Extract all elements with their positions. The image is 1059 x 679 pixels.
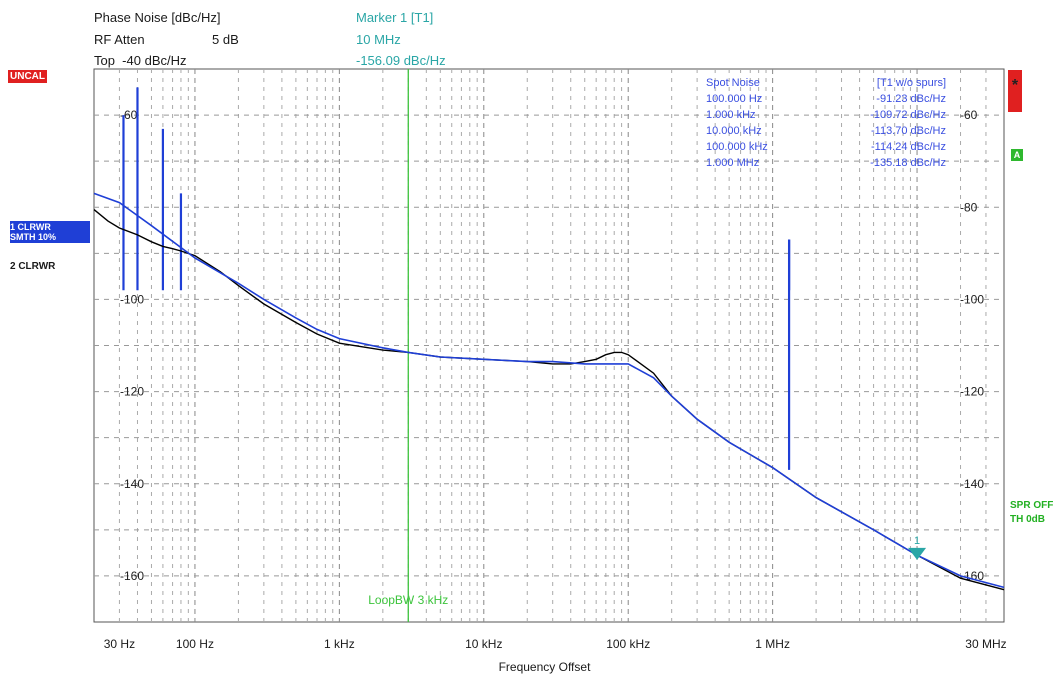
trace-raw	[93, 209, 1005, 591]
spot-noise-value: -135.18 dBc/Hz	[870, 157, 946, 169]
spr-off-flag: SPR OFF	[1010, 500, 1054, 511]
x-tick-label: 30 Hz	[103, 637, 136, 651]
spot-noise-frequency: 1.000 MHz	[706, 157, 759, 169]
marker-number: 1	[914, 535, 920, 547]
trace2-mode: 2 CLRWR	[10, 261, 56, 272]
spot-noise-value: -114.24 dBc/Hz	[871, 141, 946, 153]
star-icon: *	[1011, 77, 1019, 94]
spot-noise-value: -109.72 dBc/Hz	[870, 109, 946, 121]
x-tick-label: 1 kHz	[324, 637, 355, 651]
loop-bw-label: LoopBW 3 kHz	[368, 593, 448, 607]
measure-label: Phase Noise [dBc/Hz]	[94, 10, 221, 25]
uncal-badge: UNCAL	[8, 70, 47, 83]
a-badge-label: A	[1013, 150, 1021, 160]
y-tick-label-right: -60	[960, 108, 978, 122]
trace1-mode: 1 CLRWR	[10, 222, 51, 232]
spot-noise-header-spurs: [T1 w/o spurs]	[877, 77, 946, 89]
y-tick-label-right: -140	[960, 477, 984, 491]
x-tick-label: 100 kHz	[606, 637, 651, 651]
top-ref-label: Top -40 dBc/Hz	[94, 53, 187, 68]
marker-label: Marker 1 [T1]	[356, 10, 434, 25]
x-axis-title: Frequency Offset	[498, 660, 591, 674]
spot-noise-value: -91.23 dBc/Hz	[876, 93, 946, 105]
x-tick-label: 30 MHz	[965, 637, 1007, 651]
rf-atten-value: 5 dB	[212, 32, 239, 47]
trace1-smoothing: SMTH 10%	[10, 232, 57, 242]
y-tick-label-left: -140	[120, 477, 144, 491]
spot-noise-frequency: 10.000 kHz	[706, 125, 762, 137]
a-badge: A	[1011, 149, 1023, 161]
spot-noise-value: -113.70 dBc/Hz	[871, 125, 946, 137]
y-tick-label-right: -80	[960, 200, 978, 214]
x-tick-label: 10 kHz	[465, 637, 503, 651]
spot-noise-header: Spot Noise	[706, 77, 760, 89]
trace1-badge: 1 CLRWR SMTH 10%	[10, 221, 90, 243]
marker-triangle	[908, 547, 927, 560]
spot-noise-frequency: 1.000 kHz	[706, 109, 756, 121]
x-tick-label: 100 Hz	[175, 637, 214, 651]
marker-frequency: 10 MHz	[356, 32, 401, 47]
x-tick-label: 1 MHz	[755, 637, 790, 651]
spot-noise-frequency: 100.000 Hz	[706, 93, 762, 105]
star-badge: *	[1008, 70, 1022, 112]
y-tick-label-left: -100	[120, 292, 144, 306]
rf-atten-label: RF Atten	[94, 32, 145, 47]
y-tick-label-right: -100	[960, 292, 984, 306]
y-tick-label-left: -120	[120, 385, 144, 399]
y-tick-label-right: -120	[960, 385, 984, 399]
trace-smooth	[93, 192, 1005, 589]
y-tick-label-left: -160	[120, 569, 144, 583]
marker-value: -156.09 dBc/Hz	[356, 53, 446, 68]
spot-noise-frequency: 100.000 kHz	[706, 141, 768, 153]
threshold-flag: TH 0dB	[1010, 514, 1045, 525]
